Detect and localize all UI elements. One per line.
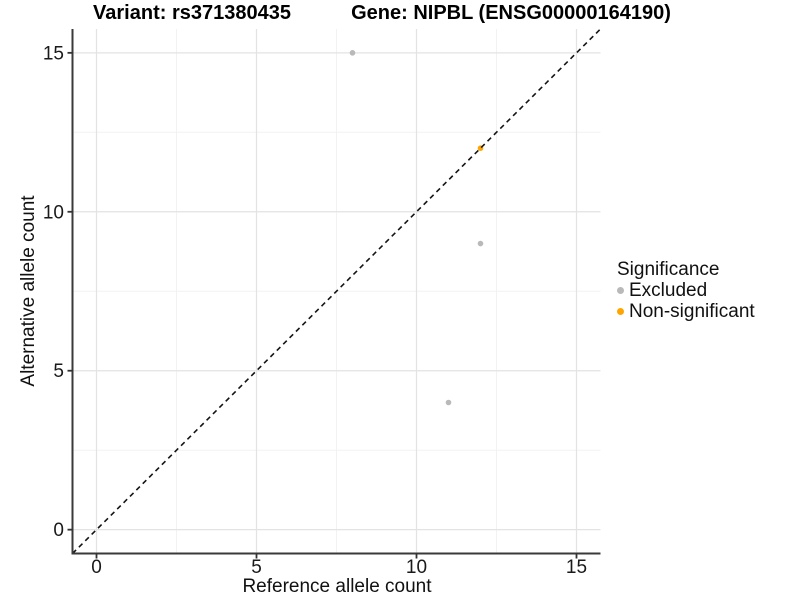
variant-title: Variant: rs371380435 [93, 2, 291, 24]
legend-item-label: Non-significant [629, 301, 755, 322]
x-tick-label: 5 [251, 557, 262, 578]
excluded-dot-icon [617, 287, 624, 294]
legend-item-non-significant: Non-significant [617, 301, 755, 322]
legend-item-excluded: Excluded [617, 280, 755, 301]
legend-item-label: Excluded [629, 280, 708, 301]
x-tick-label: 0 [91, 557, 102, 578]
legend: Significance Excluded Non-significant [617, 259, 755, 322]
y-tick-label: 15 [43, 43, 64, 64]
y-tick-label: 0 [53, 520, 64, 541]
x-tick-label: 10 [406, 557, 427, 578]
identity-line [71, 28, 602, 555]
x-tick-label: 15 [566, 557, 587, 578]
y-axis-label: Alternative allele count [18, 195, 39, 387]
legend-title: Significance [617, 259, 720, 280]
y-tick-label: 10 [43, 202, 64, 223]
data-point-excluded [477, 240, 484, 247]
non-significant-dot-icon [617, 308, 624, 315]
x-axis-label: Reference allele count [242, 576, 432, 597]
y-tick-label: 5 [53, 361, 64, 382]
data-point-excluded [349, 50, 356, 56]
gene-title: Gene: NIPBL (ENSG00000164190) [351, 2, 671, 24]
data-point-excluded [445, 399, 452, 406]
